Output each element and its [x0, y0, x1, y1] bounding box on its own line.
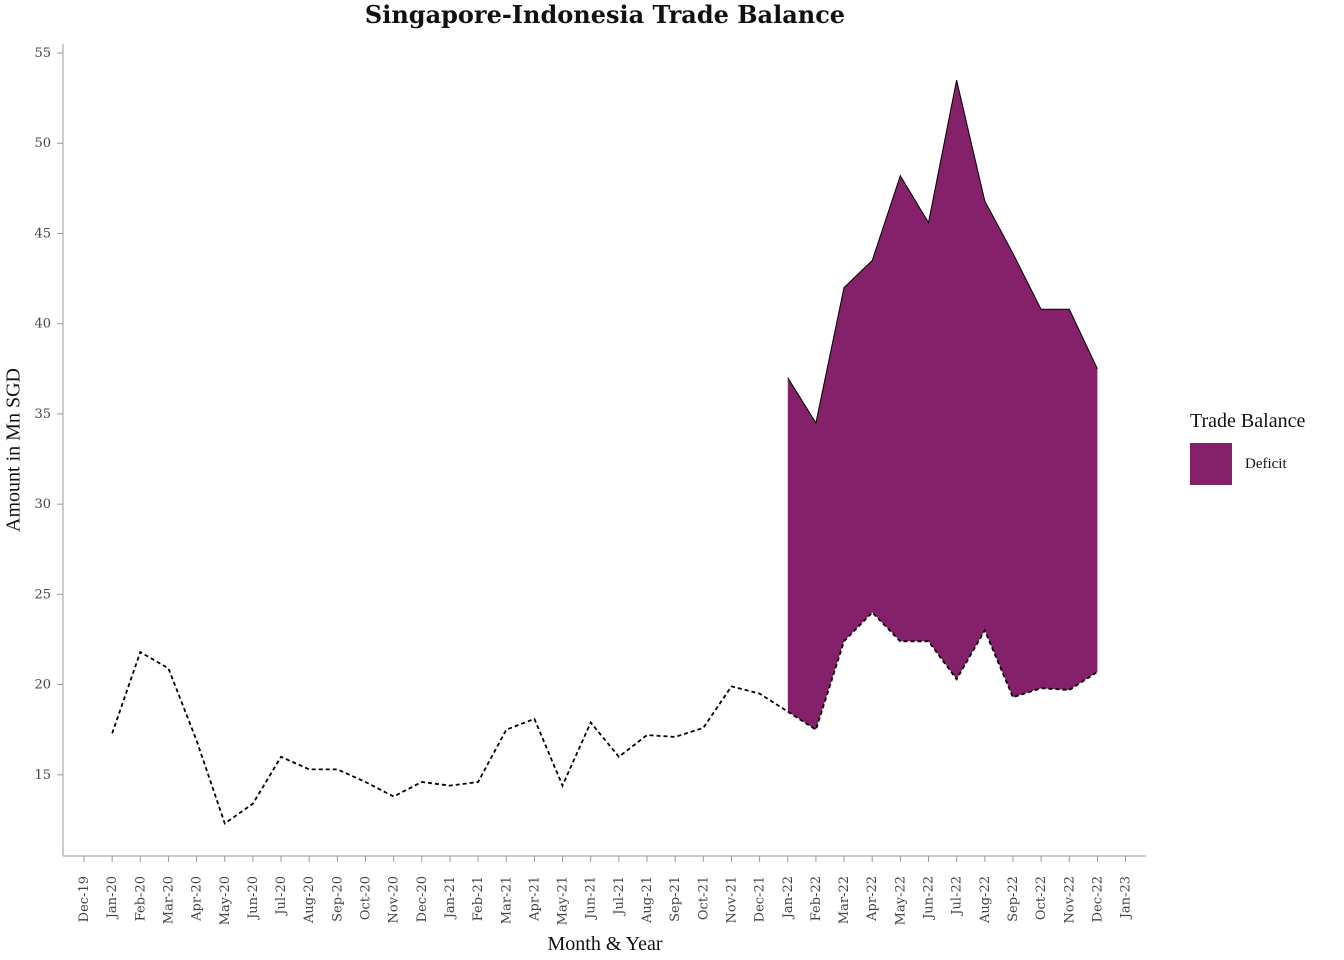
- x-tick-label-Feb-22: Feb-22: [809, 876, 824, 921]
- dashed-series-line: [111, 611, 1098, 825]
- x-tick-label-Jul-21: Jul-21: [612, 876, 627, 917]
- x-tick-label-Dec-22: Dec-22: [1090, 876, 1105, 922]
- x-tick-label-Dec-20: Dec-20: [415, 876, 430, 922]
- x-tick-label-Mar-21: Mar-21: [499, 876, 514, 924]
- x-tick-label-Jul-20: Jul-20: [274, 876, 289, 917]
- deficit-upper-line: [787, 79, 1098, 425]
- y-tick-label-15: 15: [34, 768, 51, 783]
- x-tick-label-Nov-20: Nov-20: [387, 876, 402, 923]
- y-tick-label-25: 25: [34, 587, 51, 602]
- x-tick-label-Apr-20: Apr-20: [190, 876, 205, 922]
- x-tick-label-Jan-22: Jan-22: [781, 876, 796, 920]
- axes: 15 20 25 30 35 40 45 50 55 Dec-19 Jan-20 Feb-20 Mar-…: [34, 44, 1146, 925]
- x-tick-label-Jun-22: Jun-22: [922, 876, 937, 921]
- deficit-area: [787, 80, 1098, 730]
- x-tick-label-Mar-22: Mar-22: [837, 876, 852, 924]
- x-tick-label-Feb-20: Feb-20: [133, 876, 148, 921]
- x-tick-label-Apr-21: Apr-21: [527, 876, 542, 922]
- legend-title: Trade Balance: [1190, 410, 1306, 432]
- legend-item-deficit: Deficit: [1190, 443, 1305, 485]
- x-tick-label-Oct-21: Oct-21: [696, 876, 711, 920]
- x-tick-label-Aug-22: Aug-22: [978, 876, 993, 924]
- x-tick-label-Jan-21: Jan-21: [443, 876, 458, 920]
- x-tick-label-Nov-22: Nov-22: [1062, 876, 1077, 923]
- y-tick-label-35: 35: [34, 407, 51, 422]
- x-tick-label-Dec-19: Dec-19: [77, 876, 92, 922]
- x-tick-label-Oct-20: Oct-20: [359, 876, 374, 920]
- x-tick-label-May-21: May-21: [556, 876, 571, 925]
- y-tick-label-40: 40: [34, 317, 51, 332]
- deficit-band-layer: [787, 80, 1098, 730]
- line-layer: [111, 79, 1098, 825]
- legend-swatch-deficit: [1190, 443, 1232, 485]
- x-tick-label-Dec-21: Dec-21: [753, 876, 768, 922]
- x-tick-label-Feb-21: Feb-21: [471, 876, 486, 921]
- x-tick-label-Sep-20: Sep-20: [330, 876, 345, 922]
- legend: Trade Balance Deficit: [1190, 410, 1305, 485]
- x-axis-label: Month & Year: [547, 933, 663, 955]
- y-tick-label-20: 20: [34, 678, 51, 693]
- x-tick-label-Apr-22: Apr-22: [865, 876, 880, 922]
- x-tick-label-May-22: May-22: [893, 876, 908, 925]
- x-tick-label-Aug-21: Aug-21: [640, 876, 655, 924]
- x-tick-label-Aug-20: Aug-20: [302, 876, 317, 924]
- y-tick-label-55: 55: [34, 46, 51, 61]
- y-tick-label-30: 30: [34, 497, 51, 512]
- x-tick-label-Mar-20: Mar-20: [161, 876, 176, 924]
- x-tick-label-Jul-22: Jul-22: [950, 876, 965, 917]
- x-tick-label-Nov-21: Nov-21: [724, 876, 739, 923]
- x-tick-label-Sep-21: Sep-21: [668, 876, 683, 922]
- legend-label-deficit: Deficit: [1245, 455, 1287, 472]
- x-tick-label-Jun-21: Jun-21: [584, 876, 599, 921]
- chart-title: Singapore-Indonesia Trade Balance: [364, 0, 846, 29]
- x-tick-label-Jun-20: Jun-20: [246, 876, 261, 921]
- x-tick-label-May-20: May-20: [218, 876, 233, 925]
- x-tick-label-Jan-23: Jan-23: [1119, 876, 1134, 920]
- y-tick-label-45: 45: [34, 226, 51, 241]
- y-tick-label-50: 50: [34, 136, 51, 151]
- x-tick-label-Sep-22: Sep-22: [1006, 876, 1021, 922]
- x-tick-label-Oct-22: Oct-22: [1034, 876, 1049, 920]
- x-tick-label-Jan-20: Jan-20: [105, 876, 120, 920]
